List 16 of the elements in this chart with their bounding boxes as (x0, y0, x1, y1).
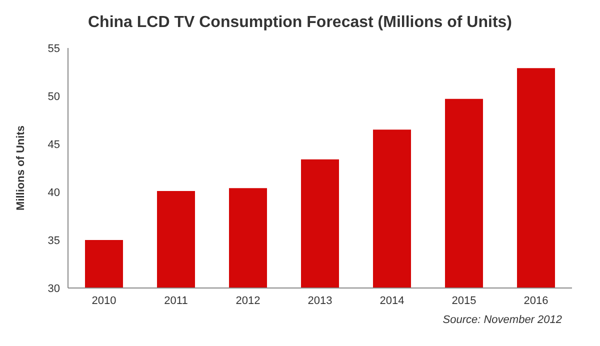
y-tick-label: 50 (48, 90, 60, 103)
x-tick-label: 2015 (452, 294, 476, 307)
x-tick-label: 2012 (236, 294, 260, 307)
x-tick-label: 2010 (92, 294, 116, 307)
y-tick-label: 45 (48, 138, 60, 151)
x-tick-label: 2011 (164, 294, 188, 307)
x-tick-label: 2014 (380, 294, 404, 307)
y-tick-label: 35 (48, 234, 60, 247)
y-tick-label: 55 (48, 42, 60, 55)
chart-title: China LCD TV Consumption Forecast (Millions of Units) (87, 13, 513, 33)
x-tick-label: 2013 (308, 294, 332, 307)
x-tick-label: 2016 (524, 294, 548, 307)
y-tick-label: 40 (48, 186, 60, 199)
y-tick-label: 30 (48, 282, 60, 295)
y-axis-title: Millions of Units (14, 126, 27, 210)
source-note: Source: November 2012 (442, 314, 562, 326)
